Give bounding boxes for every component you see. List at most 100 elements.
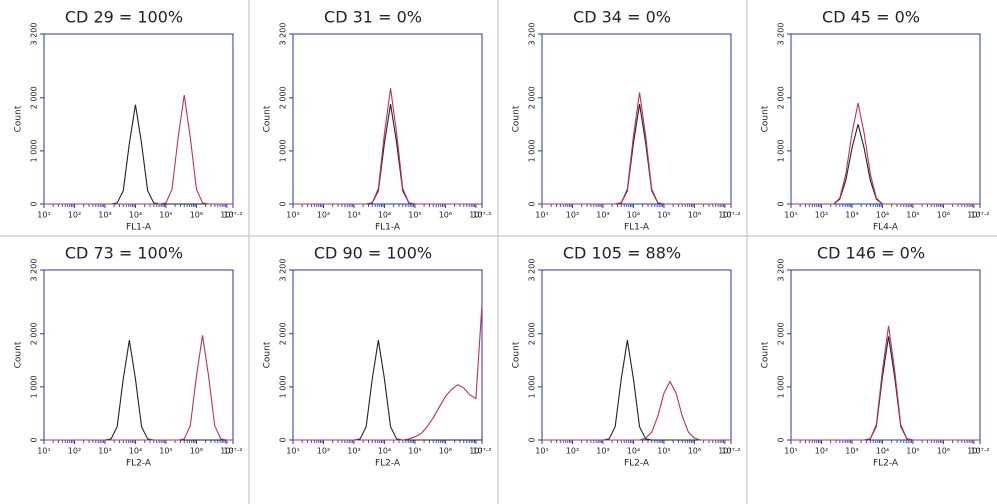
x-tick-label: 10⁴ xyxy=(627,211,640,220)
x-axis-label: FL2-A xyxy=(873,459,899,469)
y-axis-label: Count xyxy=(14,105,24,132)
x-tick-label: 10³ xyxy=(347,211,360,220)
chart-title: CD 73 = 100% xyxy=(65,244,183,263)
x-axis-label: FL2-A xyxy=(624,459,650,469)
x-tick-label: 10⁵ xyxy=(906,211,919,220)
chart-title: CD 45 = 0% xyxy=(822,8,920,27)
x-tick-label: 10⁴ xyxy=(876,211,889,220)
y-tick-label: 0 xyxy=(30,201,39,206)
y-tick-label: 0 xyxy=(777,437,786,442)
y-tick-label: 1 000 xyxy=(30,139,39,162)
x-tick-label: 10¹ xyxy=(535,447,548,456)
chart-title: CD 31 = 0% xyxy=(324,8,422,27)
x-tick-label: 10⁷ xyxy=(469,447,482,456)
y-tick-label: 2 000 xyxy=(30,86,39,109)
x-tick-label: 10¹ xyxy=(37,447,50,456)
x-tick-label: 10³ xyxy=(845,447,858,456)
y-tick-label: 2 000 xyxy=(777,322,786,345)
x-tick-label: 10⁴ xyxy=(129,211,142,220)
x-tick-label: 10¹ xyxy=(37,211,50,220)
x-tick-label: 10⁵ xyxy=(657,211,670,220)
histogram-curve xyxy=(791,102,980,205)
histogram-curve xyxy=(542,380,731,441)
x-tick-label: 10⁷ xyxy=(220,211,233,220)
x-tick-label: 10² xyxy=(815,447,828,456)
y-tick-label: 0 xyxy=(279,437,288,442)
x-tick-label: 10⁷·² xyxy=(223,447,242,456)
y-tick-label: 0 xyxy=(528,201,537,206)
chart-title: CD 146 = 0% xyxy=(817,244,925,263)
x-tick-label: 10² xyxy=(815,211,828,220)
x-tick-label: 10⁷ xyxy=(967,447,980,456)
histogram-curve xyxy=(293,88,482,205)
x-tick-label: 10⁶ xyxy=(190,447,203,456)
x-axis-label: FL2-A xyxy=(375,459,401,469)
x-tick-label: 10⁷·² xyxy=(472,447,491,456)
x-axis-label: FL2-A xyxy=(126,459,152,469)
x-tick-label: 10⁷·² xyxy=(721,447,740,456)
y-tick-label: 1 000 xyxy=(777,375,786,398)
x-tick-label: 10⁶ xyxy=(439,447,452,456)
x-tick-label: 10² xyxy=(566,447,579,456)
y-axis-label: Count xyxy=(263,341,273,368)
x-tick-label: 10² xyxy=(317,211,330,220)
x-tick-label: 10³ xyxy=(347,447,360,456)
y-tick-label: 0 xyxy=(279,201,288,206)
x-tick-label: 10⁶ xyxy=(688,211,701,220)
x-tick-label: 10⁷ xyxy=(967,211,980,220)
x-tick-label: 10⁴ xyxy=(129,447,142,456)
histogram-curve xyxy=(44,95,233,205)
y-tick-label: 0 xyxy=(777,201,786,206)
y-tick-label: 3 200 xyxy=(777,259,786,282)
x-axis-label: FL1-A xyxy=(126,223,152,233)
x-tick-label: 10³ xyxy=(596,447,609,456)
chart-title: CD 34 = 0% xyxy=(573,8,671,27)
y-tick-label: 3 200 xyxy=(528,23,537,46)
plot-frame xyxy=(541,33,732,205)
x-tick-label: 10² xyxy=(566,211,579,220)
x-tick-label: 10⁴ xyxy=(876,447,889,456)
x-tick-label: 10⁶ xyxy=(937,211,950,220)
y-tick-label: 2 000 xyxy=(528,322,537,345)
x-tick-label: 10⁶ xyxy=(190,211,203,220)
y-tick-label: 3 200 xyxy=(30,23,39,46)
x-tick-label: 10¹ xyxy=(535,211,548,220)
x-tick-label: 10² xyxy=(68,211,81,220)
x-tick-label: 10² xyxy=(68,447,81,456)
chart-title: CD 105 = 88% xyxy=(563,244,681,263)
y-tick-label: 2 000 xyxy=(30,322,39,345)
x-tick-label: 10⁵ xyxy=(408,211,421,220)
x-tick-label: 10¹ xyxy=(784,211,797,220)
x-tick-label: 10² xyxy=(317,447,330,456)
y-tick-label: 3 200 xyxy=(528,259,537,282)
histogram-curve xyxy=(44,335,233,441)
y-tick-label: 3 200 xyxy=(279,259,288,282)
y-tick-label: 3 200 xyxy=(30,259,39,282)
x-tick-label: 10³ xyxy=(98,447,111,456)
x-tick-label: 10⁷·² xyxy=(472,211,491,220)
x-tick-label: 10⁶ xyxy=(688,447,701,456)
y-tick-label: 2 000 xyxy=(777,86,786,109)
y-tick-label: 1 000 xyxy=(30,375,39,398)
plot-frame xyxy=(790,269,981,441)
x-tick-label: 10⁷·² xyxy=(223,211,242,220)
x-tick-label: 10⁷·² xyxy=(721,211,740,220)
x-tick-label: 10¹ xyxy=(784,447,797,456)
y-tick-label: 2 000 xyxy=(279,322,288,345)
chart-title: CD 29 = 100% xyxy=(65,8,183,27)
x-tick-label: 10⁴ xyxy=(627,447,640,456)
x-tick-label: 10¹ xyxy=(286,211,299,220)
x-axis-label: FL4-A xyxy=(873,223,899,233)
y-tick-label: 0 xyxy=(528,437,537,442)
x-tick-label: 10⁵ xyxy=(159,447,172,456)
x-tick-label: 10⁵ xyxy=(159,211,172,220)
y-tick-label: 1 000 xyxy=(528,375,537,398)
x-tick-label: 10⁷ xyxy=(469,211,482,220)
y-axis-label: Count xyxy=(512,105,522,132)
histogram-curve xyxy=(791,325,980,441)
x-tick-label: 10³ xyxy=(596,211,609,220)
y-axis-label: Count xyxy=(14,341,24,368)
chart-title: CD 90 = 100% xyxy=(314,244,432,263)
y-tick-label: 1 000 xyxy=(528,139,537,162)
